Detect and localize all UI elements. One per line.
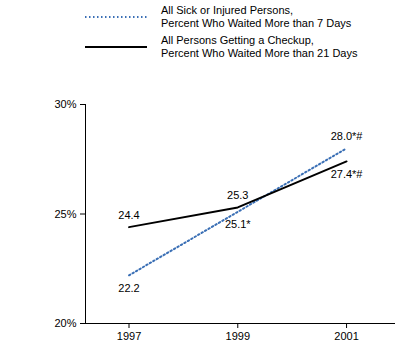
svg-text:27.4*#: 27.4*# xyxy=(331,168,364,180)
html-text:All Persons Getting a Checkup,: All Persons Getting a Checkup, Percent W… xyxy=(161,34,358,59)
svg-text:30%: 30% xyxy=(54,98,76,110)
svg-text:25%: 25% xyxy=(54,208,76,220)
svg-text:24.4: 24.4 xyxy=(118,209,139,221)
svg-text:2001: 2001 xyxy=(334,330,358,342)
svg-text:28.0*#: 28.0*# xyxy=(331,130,364,142)
html-text:All Sick or Injured Persons, P: All Sick or Injured Persons, Percent Who… xyxy=(161,4,352,29)
svg-text:22.2: 22.2 xyxy=(118,282,139,294)
svg-text:1999: 1999 xyxy=(226,330,250,342)
svg-text:25.1*: 25.1* xyxy=(225,218,251,230)
svg-text:25.3: 25.3 xyxy=(227,189,248,201)
svg-text:20%: 20% xyxy=(54,317,76,329)
svg-text:1997: 1997 xyxy=(117,330,141,342)
